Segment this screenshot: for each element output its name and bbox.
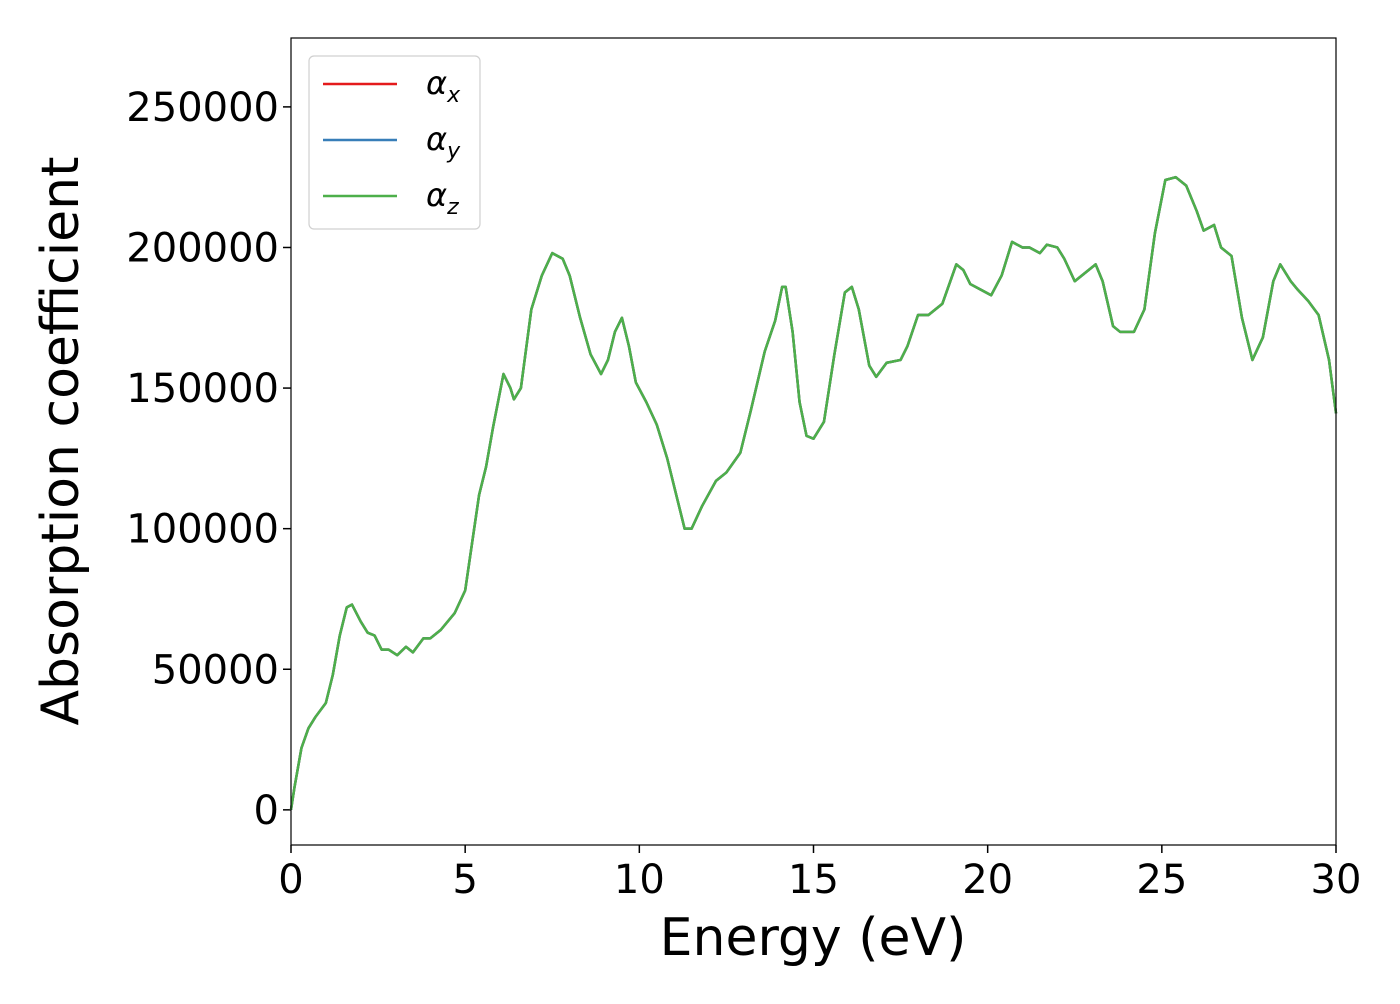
x-tick-label: 25 xyxy=(1136,857,1187,903)
x-tick-label: 5 xyxy=(452,857,477,903)
x-tick-label: 30 xyxy=(1311,857,1362,903)
y-tick-label: 100000 xyxy=(126,507,279,553)
x-tick-label: 20 xyxy=(962,857,1013,903)
x-tick-label: 15 xyxy=(788,857,839,903)
series-line xyxy=(289,175,1338,811)
y-tick-label: 200000 xyxy=(126,225,279,271)
legend-box xyxy=(308,55,481,230)
y-tick-label: 0 xyxy=(254,788,279,834)
x-tick-label: 10 xyxy=(614,857,665,903)
y-tick-label: 150000 xyxy=(126,366,279,412)
y-tick-label: 250000 xyxy=(126,85,279,131)
y-tick-label: 50000 xyxy=(152,647,279,693)
plot-frame xyxy=(290,37,1337,846)
x-tick-label: 0 xyxy=(278,857,303,903)
y-axis-label: Absorption coefficient xyxy=(31,156,91,725)
x-axis-label: Energy (eV) xyxy=(660,908,967,968)
